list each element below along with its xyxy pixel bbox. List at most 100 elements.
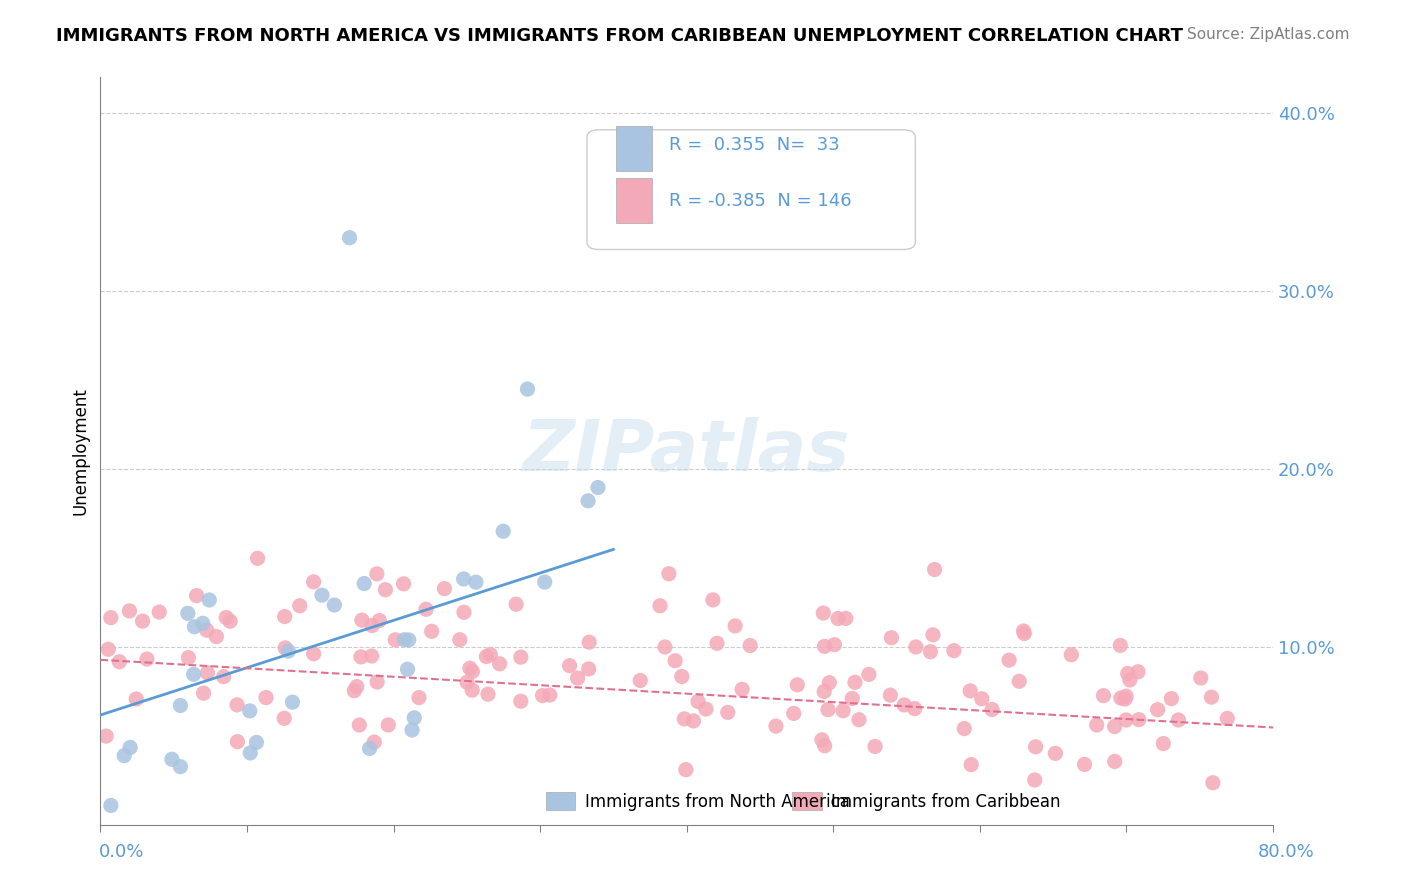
Point [125, 692, 148, 706]
Point [191, 616, 214, 631]
Point [492, 524, 515, 539]
Point [717, 706, 740, 720]
Point [112, 748, 135, 763]
Point [1114, 692, 1136, 706]
Point [841, 691, 863, 706]
Point [1104, 720, 1126, 734]
Point [1115, 713, 1137, 727]
Point [558, 658, 581, 673]
Point [686, 694, 709, 708]
Point [731, 682, 754, 697]
Point [120, 740, 142, 755]
Point [384, 632, 406, 647]
Point [1116, 666, 1139, 681]
Point [254, 690, 277, 705]
FancyBboxPatch shape [588, 130, 915, 250]
Point [108, 655, 131, 669]
Point [671, 669, 693, 683]
Point [488, 657, 510, 671]
Point [509, 694, 531, 708]
Point [531, 689, 554, 703]
Point [420, 624, 443, 639]
Point [538, 688, 561, 702]
Point [1119, 673, 1142, 687]
Point [458, 661, 481, 675]
Point [959, 684, 981, 698]
Point [100, 610, 122, 624]
Text: R =  0.355  N=  33: R = 0.355 N= 33 [669, 136, 839, 153]
Point [904, 640, 927, 654]
Point [346, 680, 368, 694]
Point [835, 611, 858, 625]
Point [311, 588, 333, 602]
Point [811, 732, 834, 747]
Point [1085, 718, 1108, 732]
Point [169, 760, 191, 774]
Text: 80.0%: 80.0% [1258, 843, 1315, 861]
Point [94, 729, 117, 743]
Point [479, 648, 502, 662]
Point [169, 698, 191, 713]
Point [924, 562, 946, 576]
Point [1152, 737, 1174, 751]
Point [212, 670, 235, 684]
Y-axis label: Unemployment: Unemployment [72, 387, 89, 516]
Point [960, 757, 983, 772]
Point [281, 695, 304, 709]
Point [664, 654, 686, 668]
Point [922, 628, 945, 642]
Point [765, 719, 787, 733]
Point [1216, 711, 1239, 725]
FancyBboxPatch shape [546, 792, 575, 811]
Point [475, 649, 498, 664]
Point [1012, 624, 1035, 638]
Point [160, 752, 183, 766]
Point [648, 599, 671, 613]
Point [197, 665, 219, 680]
Text: 0.0%: 0.0% [98, 843, 143, 861]
Point [461, 683, 484, 698]
Point [578, 635, 600, 649]
Point [1024, 772, 1046, 787]
Point [844, 675, 866, 690]
Point [879, 688, 901, 702]
Point [239, 746, 262, 760]
Point [706, 636, 728, 650]
Point [360, 648, 382, 663]
Point [433, 582, 456, 596]
Point [274, 640, 297, 655]
Point [509, 650, 531, 665]
Point [183, 620, 205, 634]
Point [1128, 713, 1150, 727]
Point [904, 701, 927, 715]
Point [1045, 747, 1067, 761]
Point [1092, 689, 1115, 703]
Point [953, 722, 976, 736]
FancyBboxPatch shape [792, 792, 821, 811]
Point [392, 577, 415, 591]
Point [477, 687, 499, 701]
Point [136, 652, 159, 666]
Point [813, 684, 835, 698]
Point [219, 614, 242, 628]
Point [361, 618, 384, 632]
Point [1109, 639, 1132, 653]
Point [695, 702, 717, 716]
Point [415, 602, 437, 616]
Point [453, 572, 475, 586]
Point [628, 673, 651, 688]
Text: Source: ZipAtlas.com: Source: ZipAtlas.com [1187, 27, 1350, 42]
Point [118, 604, 141, 618]
Point [363, 735, 385, 749]
Point [195, 623, 218, 637]
Point [673, 712, 696, 726]
Point [981, 702, 1004, 716]
Point [404, 711, 426, 725]
Point [1025, 739, 1047, 754]
Point [863, 739, 886, 754]
Point [198, 593, 221, 607]
Point [350, 649, 373, 664]
Point [368, 614, 391, 628]
Point [1160, 691, 1182, 706]
Point [148, 605, 170, 619]
